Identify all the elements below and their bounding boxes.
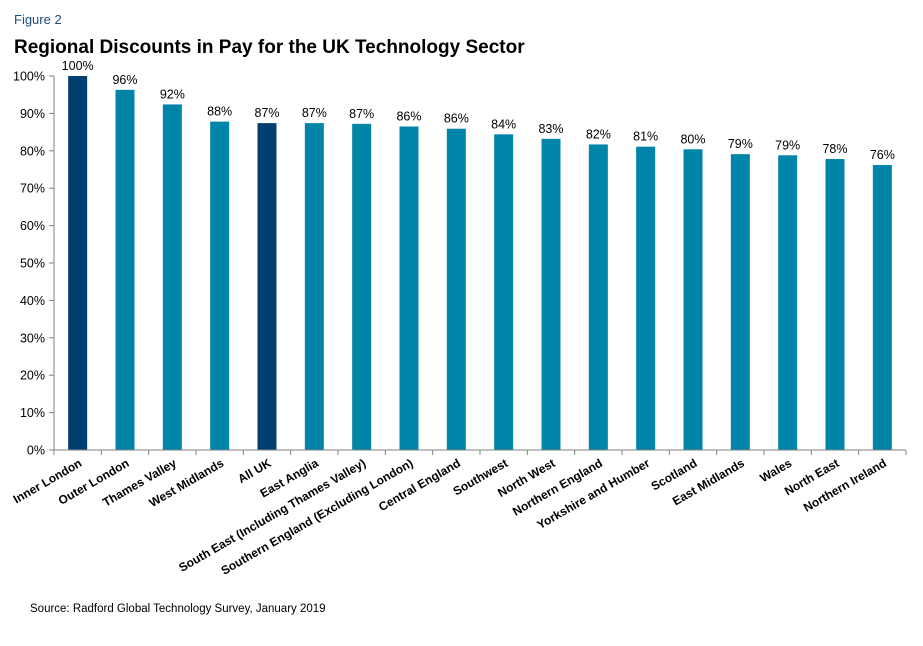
data-label: 82% (586, 127, 611, 141)
bar (730, 154, 750, 450)
data-label: 76% (870, 148, 895, 162)
category-label: Northern Ireland (801, 456, 889, 515)
data-label: 84% (491, 117, 516, 131)
data-label: 86% (444, 112, 469, 126)
bar (304, 123, 324, 451)
y-tick-label: 20% (20, 369, 45, 383)
data-label: 79% (728, 137, 753, 151)
bar (162, 104, 182, 450)
data-label: 83% (538, 122, 563, 136)
data-label: 96% (112, 73, 137, 87)
source-note: Source: Radford Global Technology Survey… (30, 603, 326, 615)
data-label: 80% (680, 132, 705, 146)
data-label: 87% (302, 106, 327, 120)
y-tick-label: 10% (20, 406, 45, 420)
y-tick-label: 90% (20, 107, 45, 121)
y-tick-label: 50% (20, 257, 45, 271)
bar (683, 149, 703, 450)
bar (541, 138, 561, 450)
bar (352, 123, 372, 450)
bar (115, 89, 135, 450)
bar (636, 146, 656, 450)
data-label: 92% (160, 87, 185, 101)
data-label: 100% (62, 59, 94, 73)
data-labels: 100% 96% 92% 88% 87% 87% 87% 86% 86% 84% 83% 82% 81%… (62, 59, 895, 162)
bars (68, 76, 892, 451)
bar (588, 144, 608, 450)
data-label: 87% (349, 107, 374, 121)
data-label: 86% (396, 109, 421, 123)
bar (68, 76, 88, 450)
y-tick-label: 40% (20, 294, 45, 308)
y-tick-label: 70% (20, 182, 45, 196)
bar (257, 123, 277, 451)
data-label: 81% (633, 130, 658, 144)
data-label: 79% (775, 138, 800, 152)
y-tick-label: 80% (20, 144, 45, 158)
bar (399, 126, 419, 451)
category-label: Wales (758, 456, 795, 485)
y-axis: 0% 10% 20% 30% 40% 50% 60% 70% 80% 90% 100% (13, 70, 55, 458)
bar (446, 128, 466, 450)
y-tick-label: 60% (20, 219, 45, 233)
bar (494, 134, 514, 450)
data-label: 88% (207, 105, 232, 119)
chart-title: Regional Discounts in Pay for the UK Tec… (14, 37, 525, 58)
category-label: Central England (376, 456, 463, 514)
bar (825, 159, 845, 450)
data-label: 78% (822, 142, 847, 156)
y-tick-label: 30% (20, 331, 45, 345)
figure-label: Figure 2 (14, 12, 62, 27)
bar (778, 155, 798, 450)
data-label: 87% (254, 106, 279, 120)
bar (872, 165, 892, 450)
bar (210, 121, 230, 451)
y-tick-label: 0% (27, 444, 45, 458)
y-tick-label: 100% (13, 70, 45, 84)
